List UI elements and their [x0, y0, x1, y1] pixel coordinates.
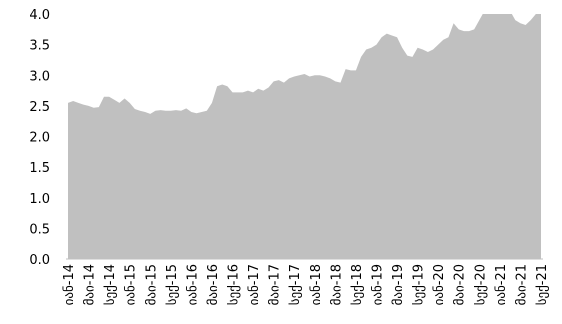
y-tick-label: 1.5 — [29, 161, 50, 176]
x-tick-label: მაი-21 — [514, 264, 529, 305]
x-tick-label: სექ-18 — [350, 264, 365, 305]
x-tick-label: მაი-16 — [206, 264, 221, 305]
x-tick-label: იან-17 — [247, 264, 262, 305]
area — [68, 14, 541, 259]
y-tick-label: 3.5 — [29, 39, 50, 54]
x-tick-label: იან-19 — [370, 264, 385, 305]
y-tick-label: 3.0 — [29, 69, 50, 84]
x-tick-label: მაი-18 — [329, 264, 344, 305]
x-tick-label: მაი-19 — [391, 264, 406, 305]
x-tick-label: იან-16 — [185, 264, 200, 305]
x-tick-label: მაი-15 — [144, 264, 159, 305]
x-tick-label: სექ-19 — [412, 264, 427, 305]
y-tick-label: 1.0 — [29, 192, 50, 207]
x-tick-label: მაი-17 — [268, 264, 283, 305]
y-tick-label: 2.0 — [29, 131, 50, 146]
x-tick-label: სექ-16 — [227, 264, 242, 305]
x-tick-label: სექ-17 — [288, 264, 303, 305]
x-tick-label: იან-14 — [62, 264, 77, 305]
y-tick-label: 0.0 — [29, 253, 50, 268]
x-tick-label: მაი-14 — [83, 264, 98, 305]
x-tick-label: იან-20 — [432, 264, 447, 305]
y-tick-label: 4.0 — [29, 8, 50, 23]
y-tick-label: 2.5 — [29, 100, 50, 115]
x-tick-label: მაი-20 — [453, 264, 468, 305]
x-tick-label: იან-15 — [124, 264, 139, 305]
x-tick-label: იან-18 — [309, 264, 324, 305]
x-tick-label: სექ-15 — [165, 264, 180, 305]
x-tick-label: სექ-20 — [473, 264, 488, 305]
x-tick-label: სექ-14 — [103, 264, 118, 305]
x-tick-label: სექ-21 — [535, 264, 550, 305]
x-tick-label: იან-21 — [494, 264, 509, 305]
y-tick-label: 0.5 — [29, 222, 50, 237]
